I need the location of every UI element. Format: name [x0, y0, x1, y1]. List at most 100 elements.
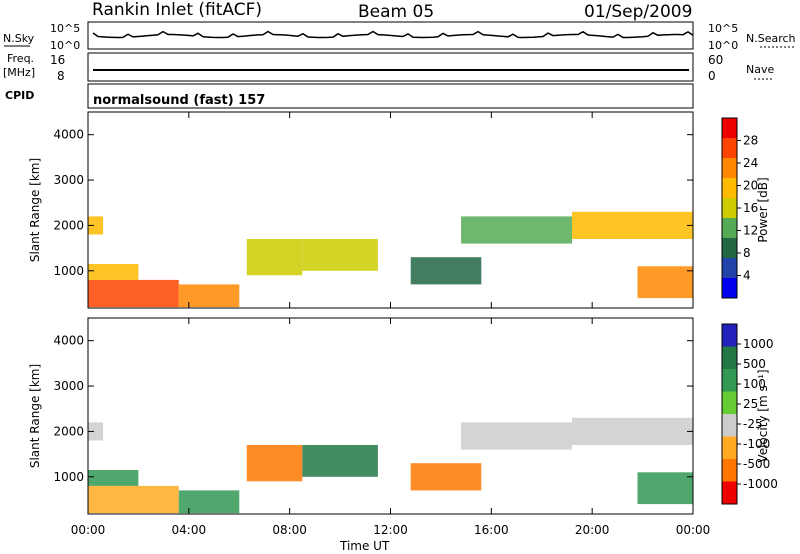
- colorbar-segment: [722, 258, 737, 279]
- colorbar-segment: [722, 436, 737, 460]
- power-colorbar: 28 24 20 16 12 8 4: [721, 117, 758, 299]
- heatmap-region: [88, 279, 179, 308]
- velocity-colorbar-label: Velocity [m s⁻¹]: [756, 369, 770, 462]
- colorbar-tick-label: -100: [743, 437, 770, 451]
- x-tick-label: 00:00: [71, 523, 106, 537]
- heatmap-region: [178, 284, 240, 308]
- colorbar-segment: [722, 278, 737, 299]
- x-tick-label: 00:00: [676, 523, 711, 537]
- freq-tick-bottom: 8: [57, 69, 65, 83]
- colorbar-segment: [722, 138, 737, 159]
- beam-title: Beam 05: [358, 2, 434, 22]
- x-tick-labels: 00:00 04:00 08:00 12:00 16:00 20:00 00:00: [71, 523, 711, 537]
- y-tick-label: 4000: [53, 334, 84, 348]
- freq-tick-top: 16: [50, 53, 65, 67]
- x-tick-label: 20:00: [575, 523, 610, 537]
- velocity-colorbar: 1000 500 100 25 -25 -100 -500 -1000: [721, 323, 778, 505]
- colorbar-tick-label: -25: [743, 417, 763, 431]
- freq-panel-frame: [87, 52, 694, 82]
- colorbar-tick-label: 25: [743, 397, 758, 411]
- heatmap-region: [88, 470, 139, 486]
- power-y-axis: 1000 2000 3000 4000: [53, 128, 693, 278]
- velocity-x-ticks: [87, 318, 694, 514]
- heatmap-region: [637, 266, 693, 299]
- colorbar-tick-label: -500: [743, 457, 770, 471]
- colorbar-tick-label: 24: [743, 156, 758, 170]
- heatmap-region: [302, 239, 378, 271]
- colorbar-segment: [722, 391, 737, 415]
- power-panel-frame: [87, 111, 694, 309]
- heatmap-region: [637, 472, 693, 505]
- colorbar-tick-label: 500: [743, 357, 766, 371]
- noise-trace: [92, 30, 694, 39]
- colorbar-tick-label: 4: [743, 269, 751, 283]
- cpid-text: normalsound (fast) 157: [93, 93, 265, 108]
- colorbar-segment: [722, 481, 737, 505]
- cpid-panel-frame: [87, 83, 694, 109]
- velocity-y-axis: 1000 2000 3000 4000: [53, 334, 693, 484]
- colorbar-segment: [722, 369, 737, 392]
- colorbar-segment: [722, 178, 737, 199]
- y-tick-label: 2000: [53, 424, 84, 438]
- date-title: 01/Sep/2009: [584, 2, 692, 22]
- heatmap-region: [572, 211, 693, 239]
- colorbar-frame: [721, 323, 738, 505]
- heatmap-region: [246, 239, 303, 276]
- power-colorbar-label: Power [dB]: [756, 177, 770, 242]
- noise-panel-frame: [87, 21, 694, 50]
- nave-label: Nave: [746, 63, 774, 76]
- velocity-panel-frame: [87, 317, 694, 515]
- y-tick-label: 1000: [53, 264, 84, 278]
- noise-tick-left-top: 10^5: [50, 22, 80, 35]
- colorbar-segment: [722, 198, 737, 219]
- noise-tick-left-bottom: 10^0: [50, 39, 80, 52]
- heatmap-region: [410, 463, 482, 491]
- colorbar-segment: [722, 158, 737, 179]
- velocity-y-axis-label: Slant Range [km]: [28, 364, 42, 468]
- power-regions: [88, 211, 693, 308]
- colorbar-segment: [722, 238, 737, 259]
- colorbar-segment: [722, 346, 737, 370]
- y-tick-label: 3000: [53, 379, 84, 393]
- nave-tick-top: 60: [708, 53, 723, 67]
- power-y-axis-label: Slant Range [km]: [28, 158, 42, 262]
- power-x-ticks: [87, 112, 694, 308]
- noise-tick-right-bottom: 10^0: [708, 39, 738, 52]
- colorbar-segment: [722, 118, 737, 139]
- colorbar-segment: [722, 414, 737, 437]
- colorbar-tick-label: -1000: [743, 477, 778, 491]
- heatmap-region: [88, 485, 179, 514]
- colorbar-segment: [722, 459, 737, 482]
- y-tick-label: 4000: [53, 128, 84, 142]
- colorbar-tick-label: 16: [743, 201, 758, 215]
- x-tick-label: 16:00: [474, 523, 509, 537]
- y-tick-label: 3000: [53, 173, 84, 187]
- heatmap-region: [410, 257, 482, 285]
- colorbar-tick-label: 8: [743, 246, 751, 260]
- colorbar-tick-label: 12: [743, 224, 758, 238]
- colorbar-tick-label: 20: [743, 179, 758, 193]
- x-axis-label: Time UT: [339, 539, 390, 553]
- nsearch-label: N.Search: [746, 32, 796, 45]
- nsky-label: N.Sky: [3, 32, 35, 45]
- heatmap-region: [178, 490, 240, 514]
- heatmap-region: [88, 216, 104, 235]
- nave-tick-bottom: 0: [708, 69, 716, 83]
- x-tick-label: 04:00: [172, 523, 207, 537]
- y-tick-label: 1000: [53, 470, 84, 484]
- x-tick-label: 08:00: [272, 523, 307, 537]
- heatmap-region: [302, 445, 378, 477]
- colorbar-tick-label: 1000: [743, 337, 774, 351]
- colorbar-tick-label: 100: [743, 377, 766, 391]
- heatmap-region: [572, 417, 693, 445]
- heatmap-region: [88, 264, 139, 280]
- heatmap-region: [246, 445, 303, 482]
- noise-tick-right-top: 10^5: [708, 22, 738, 35]
- station-title: Rankin Inlet (fitACF): [92, 0, 262, 20]
- y-tick-label: 2000: [53, 218, 84, 232]
- colorbar-segment: [722, 324, 737, 347]
- freq-unit-label: [MHz]: [3, 66, 35, 79]
- velocity-regions: [88, 417, 693, 514]
- freq-label: Freq.: [7, 52, 34, 65]
